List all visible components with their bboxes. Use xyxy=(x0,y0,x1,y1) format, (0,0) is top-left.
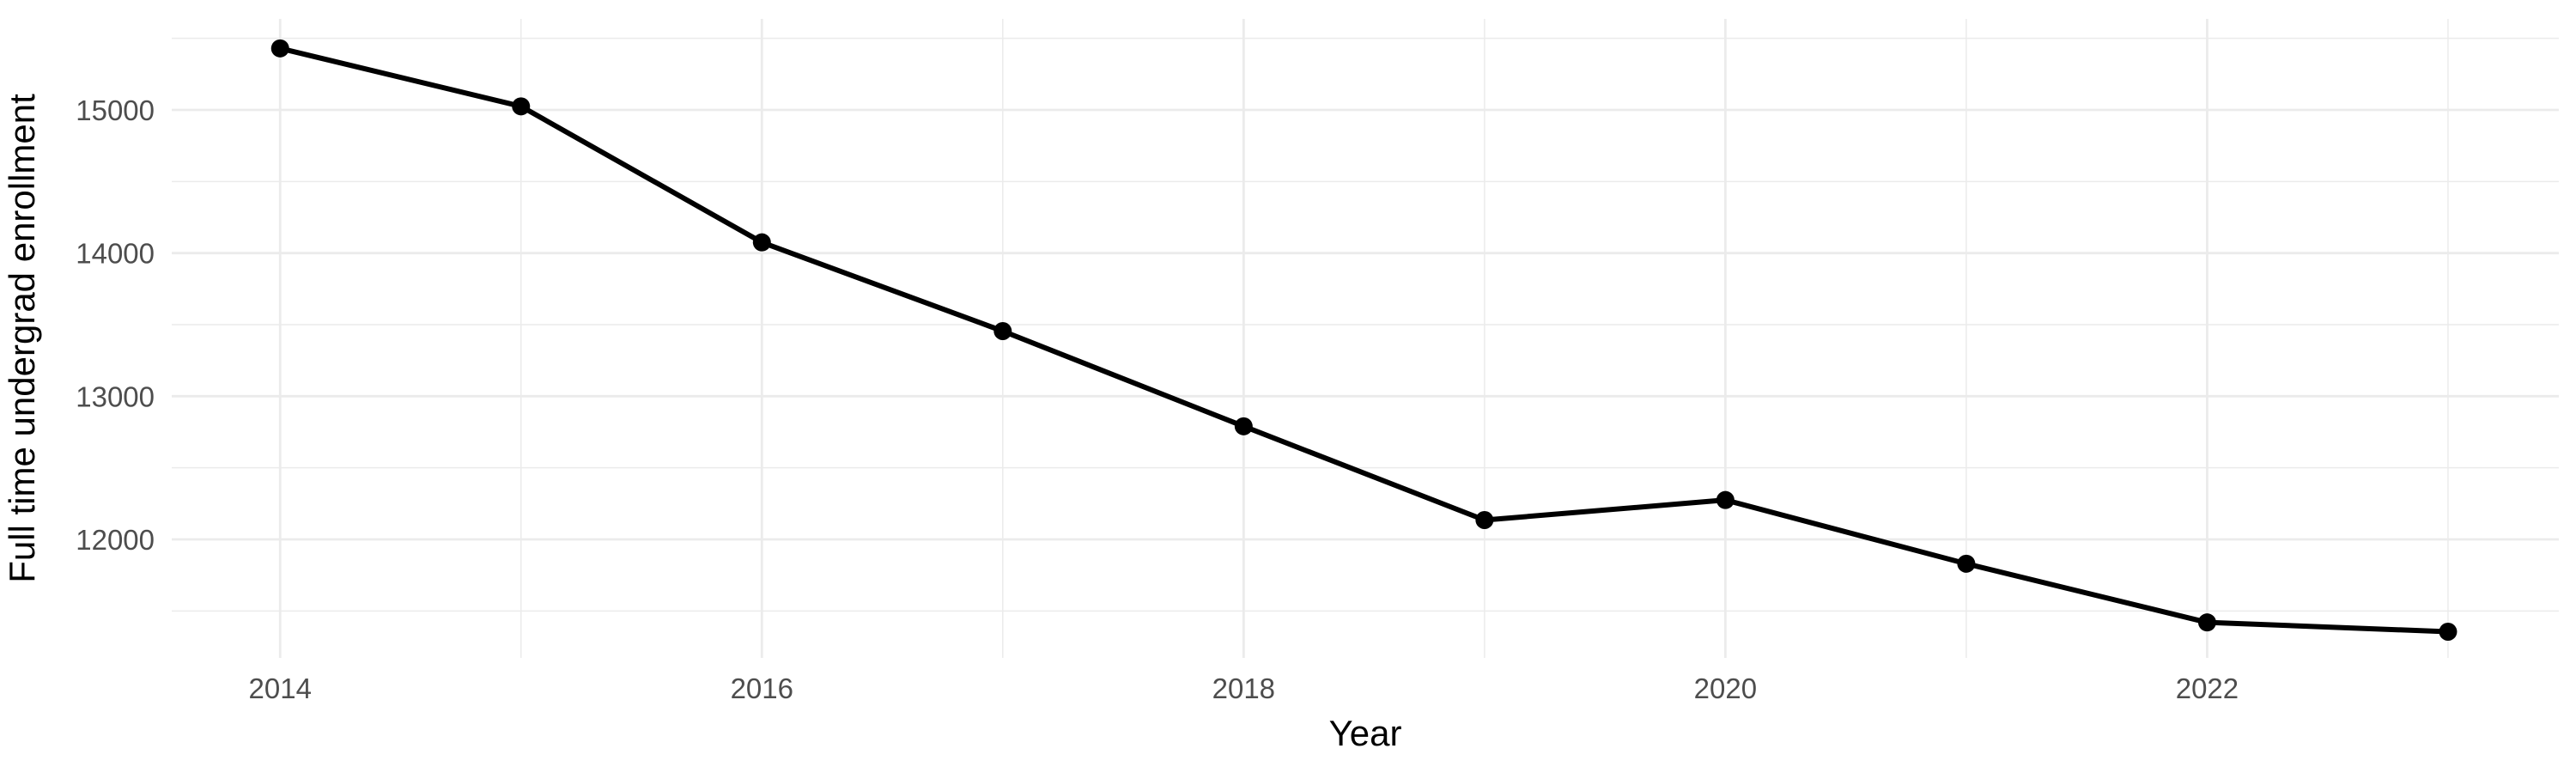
x-tick-label: 2020 xyxy=(1694,673,1757,704)
y-axis-title: Full time undergrad enrollment xyxy=(2,94,42,583)
x-tick-label: 2022 xyxy=(2176,673,2239,704)
data-point xyxy=(512,97,531,116)
data-point xyxy=(270,39,289,58)
x-axis-tick-labels: 2014 2016 2018 2020 2022 xyxy=(249,673,2239,704)
y-tick-label: 14000 xyxy=(76,238,155,270)
data-point xyxy=(1234,417,1253,435)
data-point xyxy=(2439,623,2458,641)
data-point xyxy=(1716,490,1735,509)
y-axis-tick-labels: 12000 13000 14000 15000 xyxy=(76,94,155,556)
x-axis-title: Year xyxy=(1329,713,1402,753)
y-tick-label: 13000 xyxy=(76,380,155,412)
y-tick-label: 12000 xyxy=(76,524,155,556)
data-point xyxy=(1475,511,1494,529)
series-line xyxy=(279,46,2449,635)
major-gridlines xyxy=(172,19,2559,658)
data-series xyxy=(270,39,2458,641)
data-point xyxy=(993,322,1012,340)
data-point xyxy=(752,233,771,252)
x-tick-label: 2016 xyxy=(731,673,793,704)
data-point xyxy=(1957,554,1976,573)
x-tick-label: 2018 xyxy=(1212,673,1275,704)
x-tick-label: 2014 xyxy=(249,673,312,704)
data-point xyxy=(2197,613,2216,632)
y-tick-label: 15000 xyxy=(76,94,155,126)
